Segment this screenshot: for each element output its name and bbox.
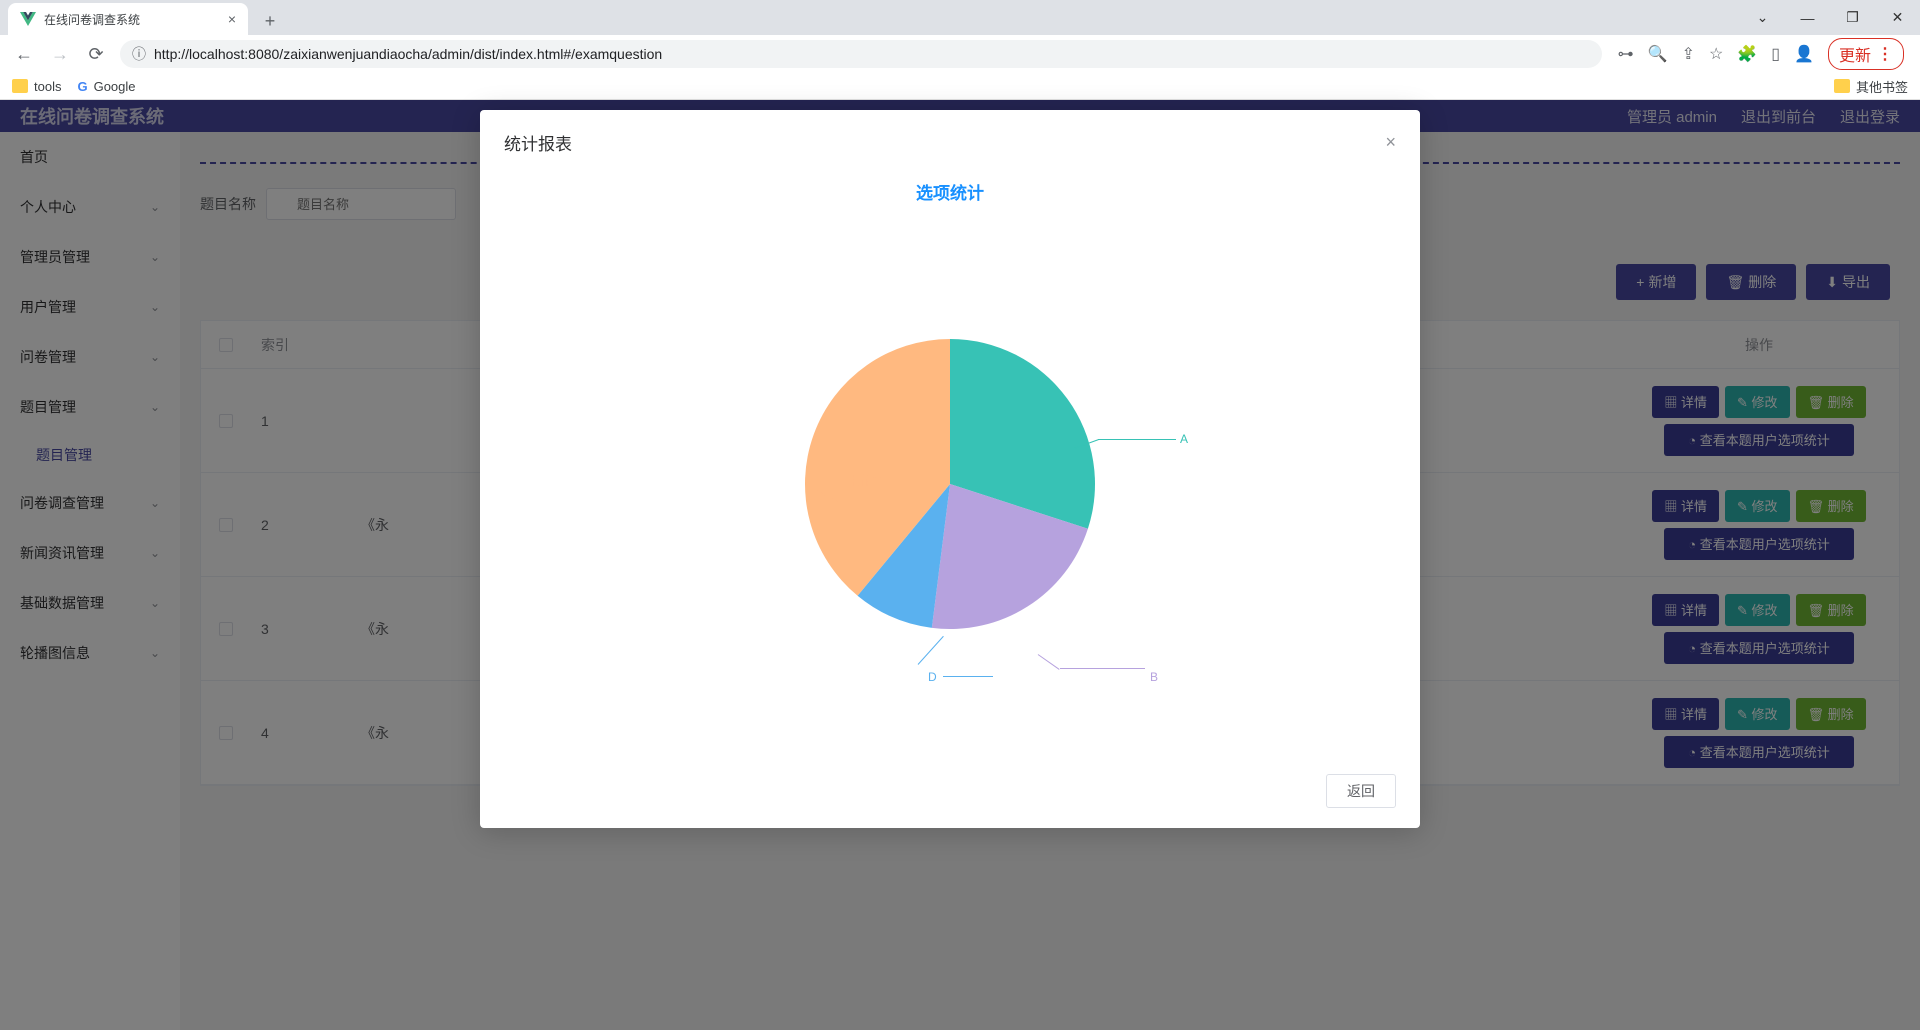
zoom-icon[interactable]: 🔍	[1648, 44, 1668, 64]
pie-chart: A B D 未作答	[480, 204, 1420, 764]
leader-line	[1060, 668, 1145, 669]
pie-label: D	[928, 670, 937, 684]
google-icon: G	[77, 79, 87, 94]
url-text: http://localhost:8080/zaixianwenjuandiao…	[154, 46, 662, 62]
leader-line	[1098, 439, 1176, 440]
site-info-icon[interactable]: ⓘ	[132, 44, 146, 64]
tab-close-icon[interactable]: ×	[228, 11, 236, 27]
profile-icon[interactable]: 👤	[1794, 44, 1814, 64]
url-input[interactable]: ⓘ http://localhost:8080/zaixianwenjuandi…	[120, 40, 1602, 68]
folder-icon	[1834, 79, 1850, 93]
bookmarks-bar: tools G Google 其他书签	[0, 73, 1920, 100]
panel-icon[interactable]: ▯	[1771, 44, 1780, 64]
reload-icon[interactable]: ⟳	[80, 38, 112, 70]
browser-tab[interactable]: 在线问卷调查系统 ×	[8, 3, 248, 35]
bookmark-tools[interactable]: tools	[12, 79, 61, 94]
chevron-down-icon[interactable]: ⌄	[1740, 0, 1785, 35]
extensions-icon[interactable]: 🧩	[1737, 44, 1757, 64]
chart-title: 选项统计	[480, 179, 1420, 204]
address-actions: ⊶ 🔍 ⇪ ☆ 🧩 ▯ 👤 更新 ⋮	[1610, 38, 1912, 70]
pie-label: A	[1180, 432, 1188, 446]
leader-line	[918, 636, 944, 665]
maximize-icon[interactable]: ❐	[1830, 0, 1875, 35]
new-tab-button[interactable]: +	[256, 7, 284, 35]
back-button[interactable]: 返回	[1326, 774, 1396, 808]
share-icon[interactable]: ⇪	[1682, 44, 1695, 64]
update-label: 更新	[1839, 42, 1871, 66]
vue-favicon-icon	[20, 11, 36, 27]
bookmark-other[interactable]: 其他书签	[1834, 77, 1908, 96]
back-icon[interactable]: ←	[8, 38, 40, 70]
app: 在线问卷调查系统 管理员 admin 退出到前台 退出登录 首页 个人中心⌄ 管…	[0, 100, 1920, 1030]
address-bar: ← → ⟳ ⓘ http://localhost:8080/zaixianwen…	[0, 35, 1920, 73]
window-controls: ⌄ — ❐ ✕	[1740, 0, 1920, 35]
key-icon[interactable]: ⊶	[1618, 44, 1634, 64]
tab-bar: 在线问卷调查系统 × + ⌄ — ❐ ✕	[0, 0, 1920, 35]
modal-close-icon[interactable]: ×	[1385, 132, 1396, 153]
bookmark-google[interactable]: G Google	[77, 79, 135, 94]
leader-line	[838, 478, 898, 479]
minimize-icon[interactable]: —	[1785, 0, 1830, 35]
menu-dots-icon: ⋮	[1877, 44, 1893, 64]
close-icon[interactable]: ✕	[1875, 0, 1920, 35]
star-icon[interactable]: ☆	[1709, 44, 1723, 64]
leader-line	[943, 676, 993, 677]
leader-line	[1038, 654, 1060, 670]
folder-icon	[12, 79, 28, 93]
pie-label: 未作答	[848, 472, 884, 489]
pie-label: B	[1150, 670, 1158, 684]
tab-title: 在线问卷调查系统	[44, 11, 140, 28]
forward-icon: →	[44, 38, 76, 70]
modal-title: 统计报表	[504, 130, 572, 155]
pie-svg	[800, 334, 1100, 634]
stats-modal: 统计报表 × 选项统计 A B D 未作答 返回	[480, 110, 1420, 828]
browser-chrome: 在线问卷调查系统 × + ⌄ — ❐ ✕ ← → ⟳ ⓘ http://loca…	[0, 0, 1920, 100]
update-button[interactable]: 更新 ⋮	[1828, 38, 1904, 70]
